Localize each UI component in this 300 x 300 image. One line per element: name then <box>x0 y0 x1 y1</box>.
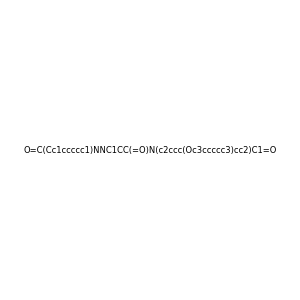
Text: O=C(Cc1ccccc1)NNC1CC(=O)N(c2ccc(Oc3ccccc3)cc2)C1=O: O=C(Cc1ccccc1)NNC1CC(=O)N(c2ccc(Oc3ccccc… <box>23 146 277 154</box>
